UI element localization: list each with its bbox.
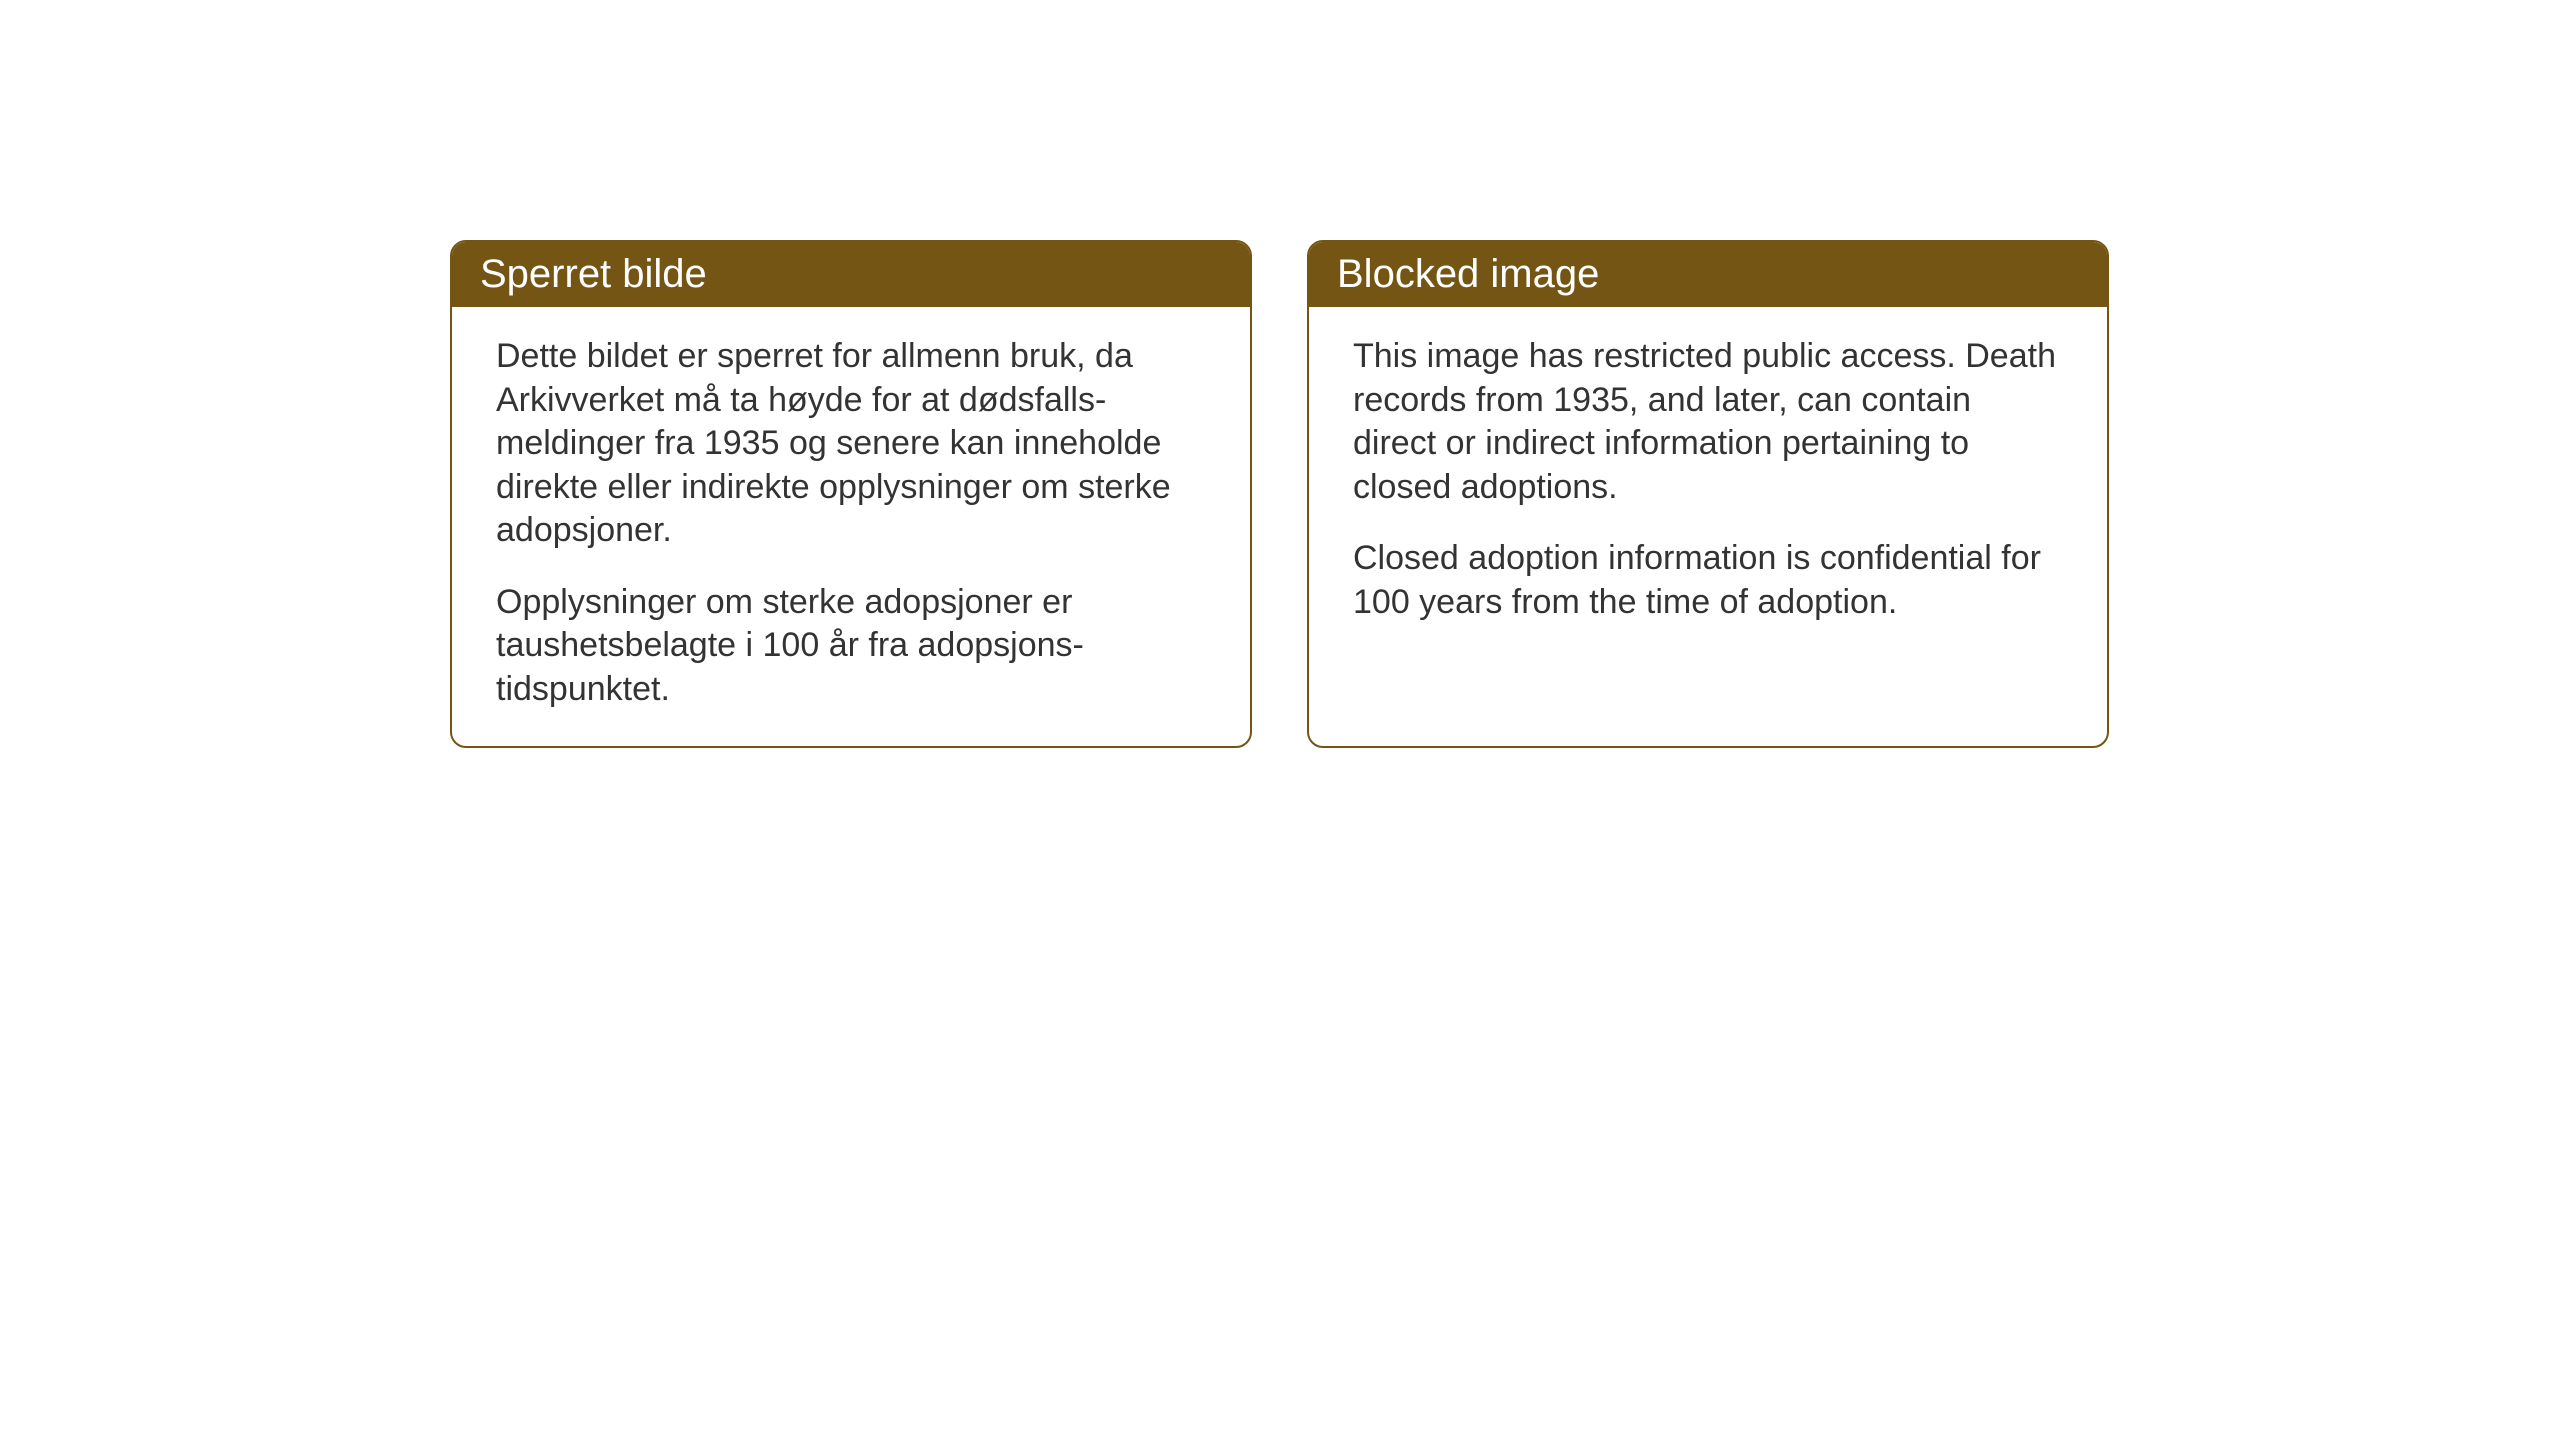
english-card: Blocked image This image has restricted … bbox=[1307, 240, 2109, 748]
norwegian-title: Sperret bilde bbox=[480, 252, 707, 296]
norwegian-card-body: Dette bildet er sperret for allmenn bruk… bbox=[452, 307, 1250, 748]
english-card-body: This image has restricted public access.… bbox=[1309, 307, 2107, 664]
english-paragraph-1: This image has restricted public access.… bbox=[1353, 335, 2063, 509]
norwegian-paragraph-2: Opplysninger om sterke adopsjoner er tau… bbox=[496, 581, 1206, 712]
norwegian-card: Sperret bilde Dette bildet er sperret fo… bbox=[450, 240, 1252, 748]
cards-container: Sperret bilde Dette bildet er sperret fo… bbox=[450, 240, 2109, 748]
norwegian-card-header: Sperret bilde bbox=[452, 242, 1250, 307]
english-title: Blocked image bbox=[1337, 252, 1599, 296]
norwegian-paragraph-1: Dette bildet er sperret for allmenn bruk… bbox=[496, 335, 1206, 553]
english-paragraph-2: Closed adoption information is confident… bbox=[1353, 537, 2063, 624]
english-card-header: Blocked image bbox=[1309, 242, 2107, 307]
